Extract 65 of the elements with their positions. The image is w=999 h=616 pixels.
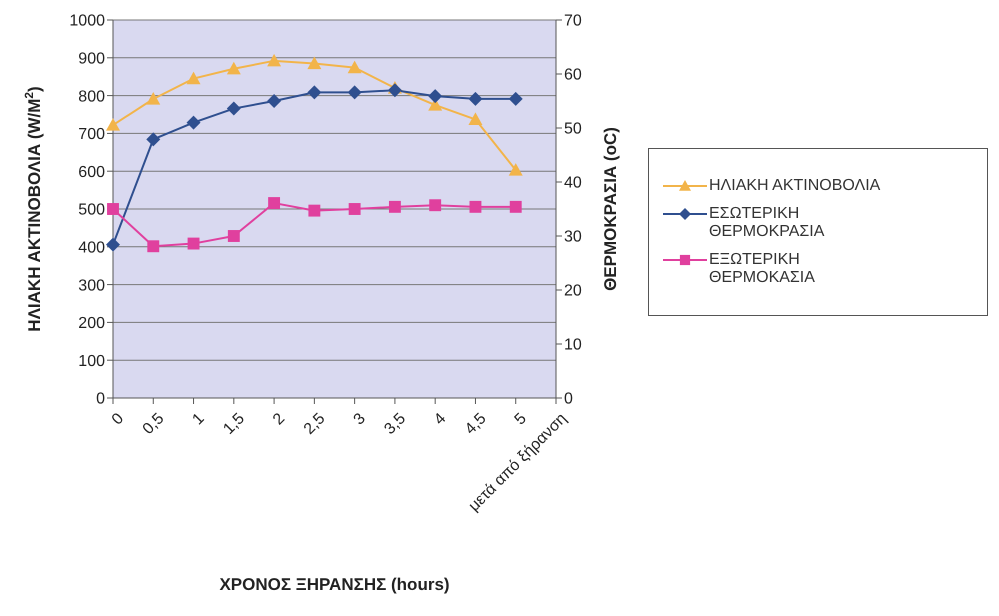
- x-tick-label: 4: [431, 410, 450, 428]
- y-tick-label: 200: [78, 315, 106, 332]
- legend-label: ΕΞΩΤΕΡΙΚΗ ΘΕΡΜΟΚΑΣΙΑ: [709, 251, 816, 287]
- point: [267, 54, 282, 66]
- point: [348, 203, 361, 215]
- y-tick-label: 100: [78, 352, 106, 370]
- point: [510, 200, 522, 213]
- y2-tick-label: 60: [564, 66, 582, 84]
- point: [468, 92, 482, 106]
- legend-label: ΕΣΩΤΕΡΙΚΗ ΘΕΡΜΟΚΡΑΣΙΑ: [709, 205, 826, 241]
- y-tick-label: 500: [78, 202, 106, 219]
- y2-tick-label: 0: [564, 390, 573, 408]
- point: [428, 89, 442, 104]
- x-tick-label: 3: [350, 410, 369, 428]
- x-tick-label: 4,5: [462, 410, 490, 438]
- y-tick-label: 700: [78, 126, 106, 144]
- y2-tick-label: 50: [564, 120, 582, 138]
- point: [307, 56, 322, 70]
- point: [508, 92, 523, 106]
- y-tick-label: 1000: [69, 12, 106, 30]
- x-axis-title: ΧΡΟΝΟΣ ΞΗΡΑΝΣΗΣ (hours): [219, 575, 450, 594]
- x-tick-label: 2: [270, 410, 288, 428]
- x-tick-label: 1,5: [220, 410, 248, 438]
- point: [307, 85, 322, 100]
- point: [147, 240, 160, 252]
- x-tick-label: 0,5: [140, 410, 168, 438]
- y-tick-label: 800: [78, 88, 106, 106]
- point: [388, 83, 402, 98]
- y2-axis-title: ΘΕΡΜΟΚΡΑΣΙΑ (oC): [601, 127, 620, 291]
- y-tick-label: 900: [78, 50, 106, 68]
- x-tick-label: 2,5: [300, 410, 329, 438]
- y2-tick-label: 20: [564, 282, 582, 300]
- point: [226, 62, 241, 74]
- y-tick-label: 0: [96, 390, 106, 408]
- y-tick-label: 600: [78, 164, 106, 181]
- y2-tick-label: 10: [564, 336, 582, 354]
- point: [267, 94, 282, 108]
- point: [468, 112, 482, 126]
- y2-tick-label: 40: [564, 174, 582, 192]
- point: [186, 116, 201, 130]
- point: [308, 204, 320, 217]
- point: [228, 230, 240, 242]
- point: [429, 199, 442, 212]
- y2-tick-label: 70: [564, 12, 582, 30]
- y2-tick-label: 30: [564, 228, 582, 246]
- point: [106, 118, 120, 131]
- x-tick-label: 3,5: [381, 410, 410, 438]
- point: [186, 72, 201, 84]
- point: [388, 200, 401, 213]
- y-tick-label: 400: [78, 239, 106, 256]
- point: [188, 238, 200, 250]
- y-tick-label: 300: [78, 277, 106, 294]
- point: [146, 132, 160, 146]
- point: [226, 102, 241, 116]
- point: [470, 200, 482, 213]
- point: [508, 163, 523, 176]
- legend-label: ΗΛΙΑΚΗ ΑΚΤΙΝΟΒΟΛΙΑ: [709, 177, 882, 195]
- point: [106, 238, 120, 252]
- point: [348, 85, 362, 100]
- x-tick-label: 1: [189, 410, 208, 428]
- x-tick-label: 0: [108, 410, 128, 428]
- point: [107, 203, 119, 215]
- point: [268, 197, 280, 210]
- point: [146, 92, 160, 105]
- point: [348, 60, 362, 74]
